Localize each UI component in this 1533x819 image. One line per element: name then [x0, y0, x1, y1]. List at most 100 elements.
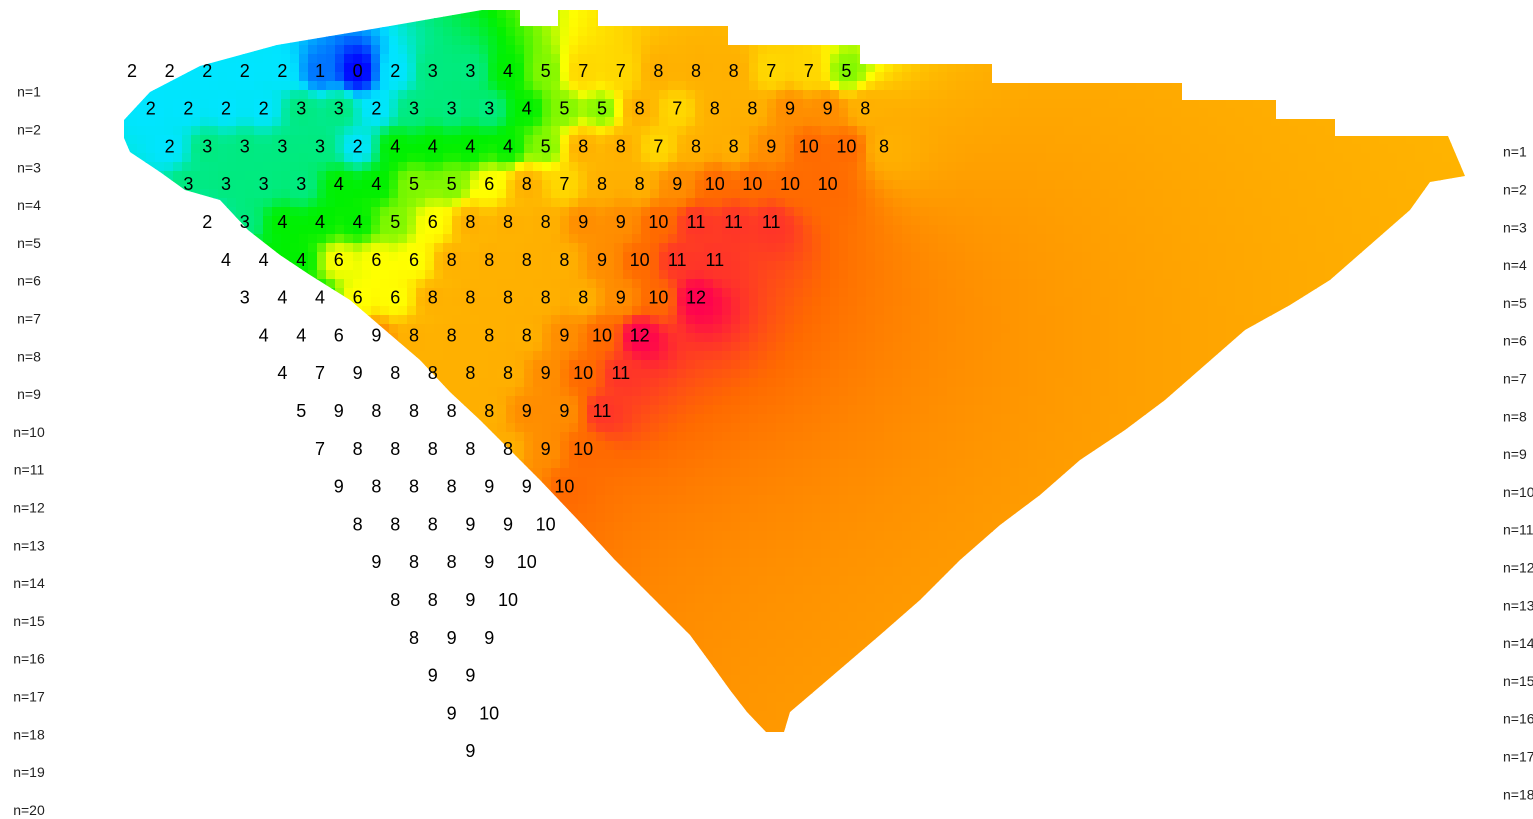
cell-value-r7-c10: 8	[578, 288, 588, 308]
cell-value-r7-c8: 8	[503, 288, 513, 308]
cell-value-r8-c7: 8	[484, 325, 494, 345]
cell-value-r1-c6: 1	[315, 61, 325, 81]
cell-value-r7-c13: 12	[686, 288, 706, 308]
cell-value-r5-c11: 9	[578, 212, 588, 232]
cell-value-r5-c8: 8	[465, 212, 475, 232]
right-row-label-1: n=1	[1503, 144, 1527, 160]
cell-value-r6-c10: 8	[559, 250, 569, 270]
cell-value-r5-c10: 8	[541, 212, 551, 232]
cell-value-r14-c3: 8	[447, 552, 457, 572]
cell-value-r4-c1: 3	[183, 174, 193, 194]
cell-value-r7-c11: 9	[616, 288, 626, 308]
cell-value-r3-c2: 3	[202, 136, 212, 156]
cell-value-r11-c1: 7	[315, 439, 325, 459]
cell-value-r7-c5: 6	[390, 288, 400, 308]
left-row-label-14: n=14	[13, 575, 45, 591]
cell-value-r15-c3: 9	[465, 590, 475, 610]
cell-value-r2-c1: 2	[146, 99, 156, 119]
cell-value-r6-c6: 6	[409, 250, 419, 270]
cell-value-r19-c1: 9	[465, 741, 475, 761]
cell-value-r3-c12: 8	[578, 136, 588, 156]
cell-value-r7-c12: 10	[648, 288, 668, 308]
cell-value-r8-c6: 8	[447, 325, 457, 345]
cell-value-r2-c11: 4	[522, 99, 532, 119]
right-row-labels: n=1 n=2 n=3 n=4 n=5 n=6 n=7 n=8 n=9 n=10 n=11 n=12 n…	[1503, 144, 1533, 803]
cell-value-r1-c2: 2	[165, 61, 175, 81]
cell-value-r11-c8: 10	[573, 439, 593, 459]
cell-value-r16-c1: 8	[409, 628, 419, 648]
left-row-label-18: n=18	[13, 726, 45, 742]
cell-value-r12-c3: 8	[409, 477, 419, 497]
cell-value-r13-c4: 9	[465, 514, 475, 534]
cell-value-r13-c3: 8	[428, 514, 438, 534]
cell-value-r5-c6: 5	[390, 212, 400, 232]
cell-value-r2-c3: 2	[221, 99, 231, 119]
cell-value-r1-c9: 3	[428, 61, 438, 81]
left-row-label-9: n=9	[17, 386, 41, 402]
cell-value-r14-c4: 9	[484, 552, 494, 572]
right-row-label-13: n=13	[1503, 597, 1533, 613]
left-row-label-15: n=15	[13, 613, 45, 629]
cell-value-r5-c1: 2	[202, 212, 212, 232]
cell-value-r4-c6: 4	[371, 174, 381, 194]
left-row-label-12: n=12	[13, 500, 45, 516]
left-row-label-7: n=7	[17, 311, 41, 327]
cell-value-r5-c12: 9	[616, 212, 626, 232]
right-row-label-14: n=14	[1503, 635, 1533, 651]
left-row-label-13: n=13	[13, 537, 45, 553]
left-row-label-16: n=16	[13, 651, 45, 667]
cell-value-r10-c9: 11	[593, 401, 612, 421]
cell-value-r7-c4: 6	[353, 288, 363, 308]
cell-value-r6-c11: 9	[597, 250, 607, 270]
cell-value-r1-c20: 5	[841, 61, 851, 81]
cell-value-r14-c2: 8	[409, 552, 419, 572]
left-row-label-11: n=11	[14, 462, 45, 478]
cell-value-r2-c8: 3	[409, 99, 419, 119]
cell-value-r11-c2: 8	[353, 439, 363, 459]
cell-value-r7-c1: 3	[240, 288, 250, 308]
cell-value-r2-c5: 3	[296, 99, 306, 119]
cell-value-r8-c2: 4	[296, 325, 306, 345]
cell-value-r4-c18: 10	[818, 174, 838, 194]
cell-value-r2-c7: 2	[371, 99, 381, 119]
cell-value-r8-c4: 9	[371, 325, 381, 345]
cell-value-r12-c1: 9	[334, 477, 344, 497]
cell-value-r1-c11: 4	[503, 61, 513, 81]
cell-value-r8-c10: 10	[592, 325, 612, 345]
cell-value-r3-c6: 2	[353, 136, 363, 156]
cell-value-r1-c8: 2	[390, 61, 400, 81]
cell-value-r6-c7: 8	[447, 250, 457, 270]
cell-value-r4-c7: 5	[409, 174, 419, 194]
cell-value-r2-c6: 3	[334, 99, 344, 119]
cell-value-r4-c10: 8	[522, 174, 532, 194]
left-row-label-19: n=19	[13, 764, 45, 780]
cell-value-r2-c4: 2	[259, 99, 269, 119]
cell-value-r1-c15: 8	[653, 61, 663, 81]
right-row-label-7: n=7	[1503, 371, 1527, 387]
cell-value-r9-c5: 8	[428, 363, 438, 383]
cell-value-r1-c7: 0	[353, 61, 363, 81]
cell-value-r2-c15: 7	[672, 99, 682, 119]
cell-value-r9-c7: 8	[503, 363, 513, 383]
right-row-label-10: n=10	[1503, 484, 1533, 500]
cell-value-r2-c13: 5	[597, 99, 607, 119]
cell-value-r7-c2: 4	[277, 288, 287, 308]
cell-value-r16-c2: 9	[447, 628, 457, 648]
cell-value-r8-c8: 8	[522, 325, 532, 345]
right-row-label-15: n=15	[1503, 673, 1533, 689]
cell-value-labels: 2 2 2 2 2 1 0 2 3 3 4 5 7 7 8 8 8 7 7 52 2 2 2 3 3 2 3 3 3 4 5 5 8 7 8 8 9 9 8…	[127, 61, 889, 761]
cell-value-r3-c17: 9	[766, 136, 776, 156]
cell-value-r3-c15: 8	[691, 136, 701, 156]
cell-value-r18-c2: 10	[479, 703, 499, 723]
left-row-label-2: n=2	[17, 122, 41, 138]
cell-value-r2-c10: 3	[484, 99, 494, 119]
cell-value-r8-c11: 12	[630, 325, 650, 345]
right-row-label-2: n=2	[1503, 182, 1527, 198]
cell-value-r2-c14: 8	[635, 99, 645, 119]
right-row-label-4: n=4	[1503, 257, 1527, 273]
cell-value-r9-c2: 7	[315, 363, 325, 383]
cell-value-r2-c2: 2	[183, 99, 193, 119]
cell-value-r5-c9: 8	[503, 212, 513, 232]
cell-value-r7-c9: 8	[541, 288, 551, 308]
cell-value-r9-c4: 8	[390, 363, 400, 383]
